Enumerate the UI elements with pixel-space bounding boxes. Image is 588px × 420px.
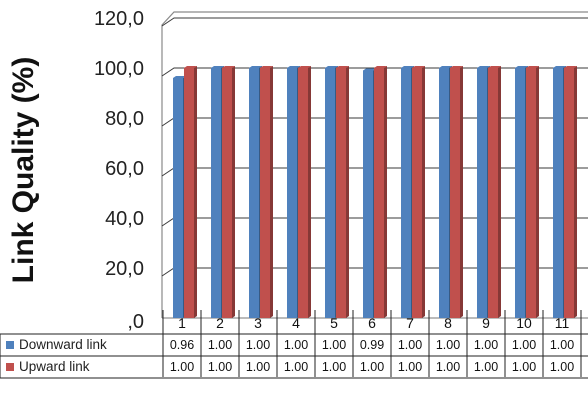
data-table-row: Downward link 0.96 1.00 1.00 1.00 1.00 0.99 1.0… <box>0 337 588 357</box>
data-table-cell: 1.00 <box>436 338 460 352</box>
data-table-cell: 1.00 <box>284 338 308 352</box>
data-table-row: Upward link 1.00 1.00 1.00 1.00 1.00 1.00 1.00 1… <box>0 359 588 379</box>
legend-label: Upward link <box>19 359 90 374</box>
bar-upward-link-7 <box>412 66 425 318</box>
x-tick-label: 2 <box>216 315 224 331</box>
bar-upward-link-2 <box>222 66 235 318</box>
x-tick-label: 6 <box>368 315 376 331</box>
data-table-cell: 1.00 <box>246 360 270 374</box>
data-table-cell: 1.00 <box>284 360 308 374</box>
x-tick-label: 11 <box>555 315 570 331</box>
data-table-cell: 1.00 <box>208 338 232 352</box>
data-table: 1 2 3 4 5 6 7 8 9 10 11 Downward link 0.96 1.00 1.00 1.… <box>0 310 588 379</box>
bar-upward-link-9 <box>488 66 501 318</box>
x-tick-label: 7 <box>406 315 414 331</box>
bar-upward-link-8 <box>450 66 463 318</box>
bar-upward-link-6 <box>374 66 387 318</box>
legend-label: Downward link <box>19 337 107 352</box>
data-table-cell: 1.00 <box>512 338 536 352</box>
data-table-cell: 1.00 <box>170 360 194 374</box>
y-tick-label: 100,0 <box>94 58 144 80</box>
data-table-cell: 1.00 <box>550 360 574 374</box>
data-table-cell: 1.00 <box>474 360 498 374</box>
y-tick-label: 40,0 <box>105 208 144 230</box>
y-tick-label: 80,0 <box>105 108 144 130</box>
x-tick-label: 8 <box>444 315 452 331</box>
x-tick-label: 9 <box>482 315 490 331</box>
data-table-cell: 1.00 <box>208 360 232 374</box>
bar-upward-link-10 <box>526 66 539 318</box>
y-tick-label: 60,0 <box>105 158 144 180</box>
bar-upward-link-11 <box>564 66 577 318</box>
data-table-cell: 1.00 <box>474 338 498 352</box>
data-table-cell: 1.00 <box>246 338 270 352</box>
bars <box>173 66 577 318</box>
data-table-cell: 1.00 <box>398 360 422 374</box>
data-table-cell: 1.00 <box>436 360 460 374</box>
bar-upward-link-3 <box>260 66 273 318</box>
x-tick-label: 10 <box>516 315 532 331</box>
plot-area-frame <box>161 11 588 318</box>
data-table-cell: 0.96 <box>170 338 194 352</box>
data-table-cell: 1.00 <box>512 360 536 374</box>
y-tick-label: 20,0 <box>105 258 144 280</box>
y-tick-label: 120,0 <box>94 8 144 30</box>
data-table-cell: 0.99 <box>360 338 384 352</box>
x-tick-label: 1 <box>178 315 186 331</box>
x-tick-label: 3 <box>254 315 262 331</box>
legend-key <box>6 341 14 349</box>
y-axis-label: Link Quality (%) <box>7 57 40 284</box>
data-table-cell: 1.00 <box>322 338 346 352</box>
gridline <box>161 17 588 27</box>
data-table-cell: 1.00 <box>322 360 346 374</box>
legend-key <box>6 363 14 371</box>
data-table-cell: 1.00 <box>550 338 574 352</box>
x-tick-label: 4 <box>292 315 300 331</box>
data-table-cell: 1.00 <box>398 338 422 352</box>
y-tick-label: ,0 <box>127 311 144 333</box>
y-axis-ticks: ,0 20,0 40,0 60,0 80,0 100,0 120,0 <box>94 8 144 333</box>
data-table-cell: 1.00 <box>360 360 384 374</box>
bar-upward-link-1 <box>184 66 197 318</box>
x-tick-label: 5 <box>330 315 338 331</box>
bar-upward-link-5 <box>336 66 349 318</box>
bar-upward-link-4 <box>298 66 311 318</box>
